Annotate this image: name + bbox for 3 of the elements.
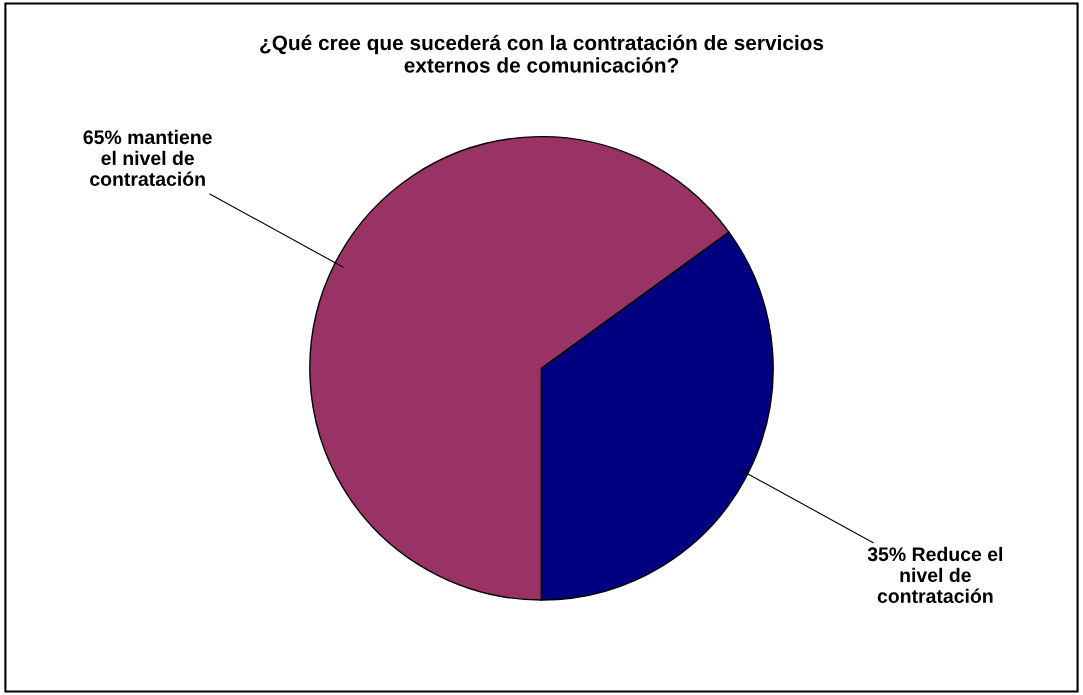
slice-label: 35% Reduce el nivel de contratación bbox=[867, 546, 1003, 604]
chart-title: ¿Qué cree que sucederá con la contratación de servicios externos de comunicación? bbox=[260, 34, 824, 73]
slice-label: 65% mantiene el nivel de contratación bbox=[83, 129, 212, 187]
